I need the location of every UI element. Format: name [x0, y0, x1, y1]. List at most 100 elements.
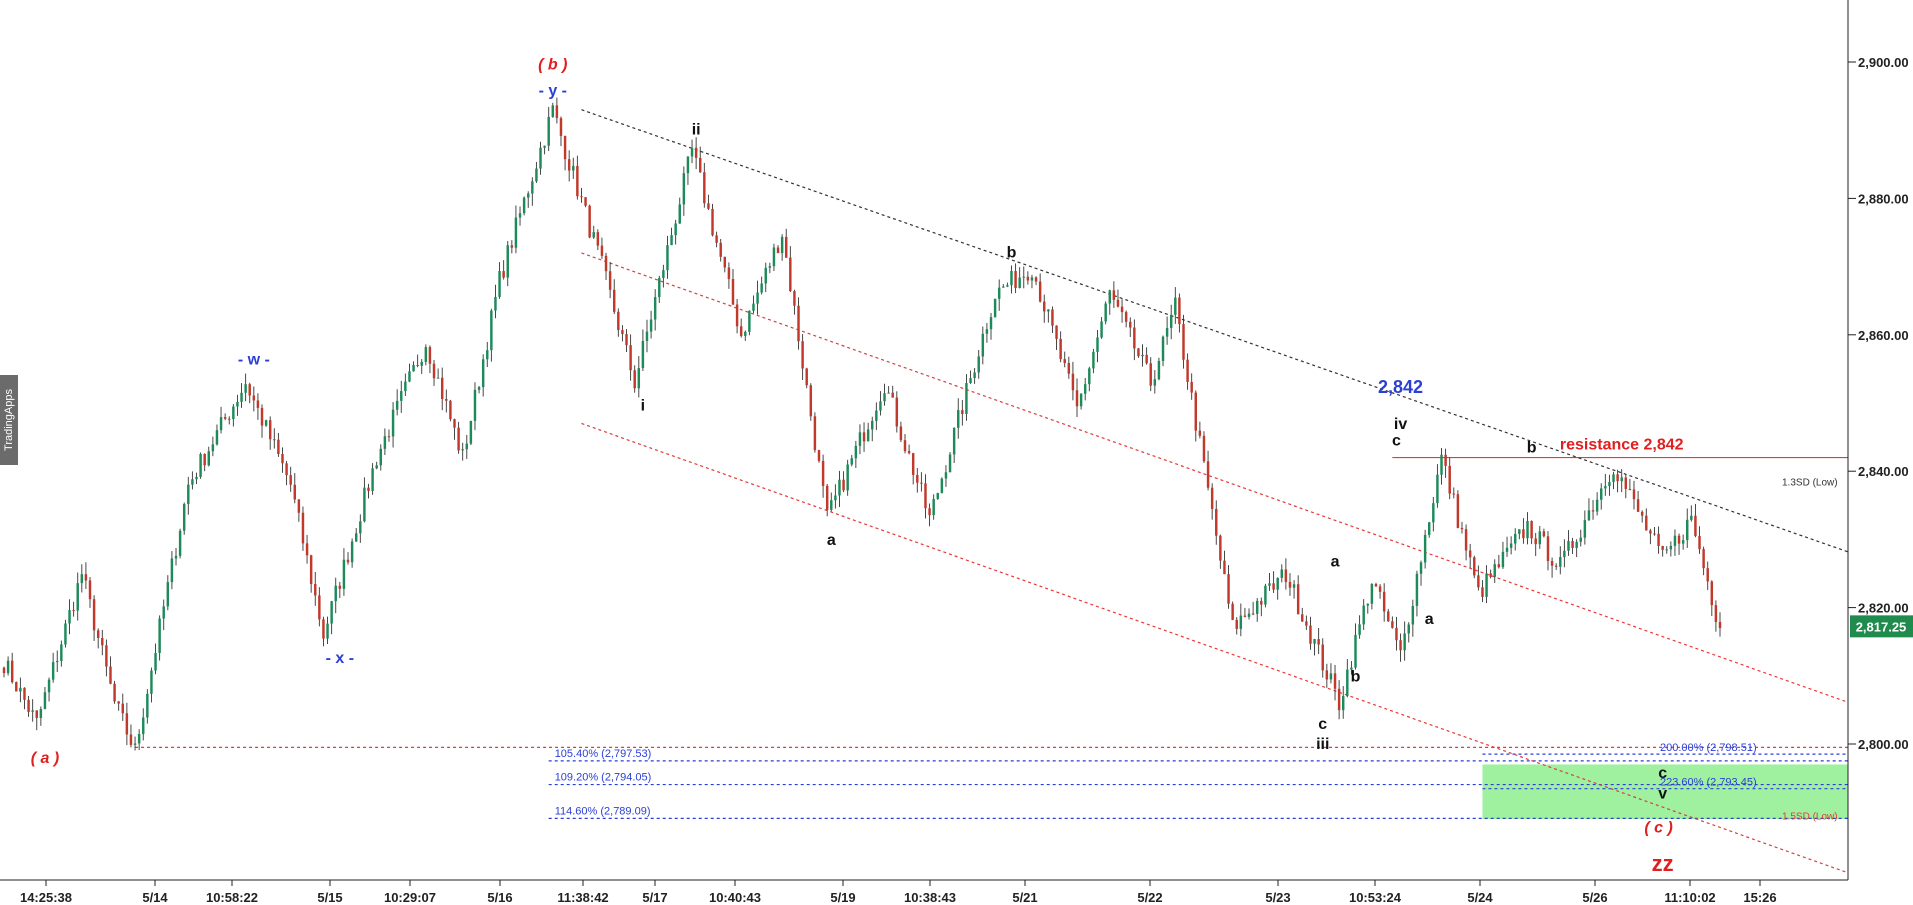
candle-body	[1223, 560, 1226, 575]
candle-body	[1059, 338, 1062, 360]
wave-label: - w -	[238, 352, 270, 369]
candle-body	[453, 419, 456, 428]
candlesticks	[2, 97, 1722, 751]
candle-body	[612, 289, 616, 312]
candle-body	[1632, 489, 1636, 500]
candle-body	[182, 503, 186, 531]
candle-body	[1550, 561, 1554, 566]
candle-body	[952, 427, 956, 455]
candle-body	[432, 363, 436, 379]
candle-body	[1587, 510, 1591, 521]
candle-body	[215, 430, 219, 445]
candle-body	[137, 734, 141, 744]
candle-body	[2, 667, 6, 674]
wave-label: a	[1331, 553, 1340, 570]
candle-body	[1255, 600, 1259, 614]
candle-body	[252, 395, 256, 401]
candle-body	[367, 487, 370, 491]
candle-body	[928, 508, 931, 516]
candle-body	[1444, 454, 1447, 466]
candle-body	[539, 147, 542, 169]
candle-body	[1604, 486, 1607, 489]
candle-body	[1202, 435, 1206, 462]
candle-body	[322, 619, 325, 639]
candle-body	[1427, 522, 1431, 535]
candle-body	[207, 451, 210, 466]
target-zone	[1482, 764, 1848, 820]
candle-body	[1370, 584, 1374, 604]
candle-body	[1194, 392, 1198, 431]
candle-body	[494, 296, 497, 311]
candle-body	[1530, 520, 1533, 539]
level-label: 200.00% (2,798.51)	[1660, 742, 1757, 754]
candle-body	[965, 383, 968, 414]
candle-body	[498, 271, 501, 297]
candle-body	[1595, 499, 1599, 512]
candle-body	[756, 292, 759, 304]
candle-body	[1124, 312, 1128, 322]
x-tick-label: 10:38:43	[904, 890, 956, 905]
wave-label: ii	[692, 122, 701, 139]
candle-body	[735, 304, 739, 327]
candle-body	[723, 256, 727, 268]
candle-body	[842, 479, 845, 491]
candle-body	[1083, 384, 1087, 394]
candle-body	[1579, 537, 1582, 542]
candle-body	[481, 359, 485, 388]
candle-body	[486, 350, 489, 360]
x-tick-label: 5/21	[1012, 890, 1037, 905]
candle-body	[72, 610, 75, 612]
candle-body	[1673, 535, 1677, 546]
candle-body	[334, 585, 337, 602]
level-label: 105.40% (2,797.53)	[555, 748, 652, 760]
current-price-badge	[1850, 615, 1913, 638]
y-tick-label: 2,820.00	[1858, 601, 1909, 616]
candle-body	[1108, 290, 1112, 304]
candle-body	[191, 479, 194, 485]
y-tick-label: 2,800.00	[1858, 737, 1909, 752]
candle-body	[158, 618, 161, 653]
candle-body	[154, 652, 157, 671]
candle-body	[330, 601, 333, 624]
candle-body	[567, 159, 571, 171]
wave-label: resistance 2,842	[1560, 437, 1684, 454]
candle-body	[178, 530, 182, 556]
candle-body	[449, 400, 452, 420]
candle-body	[1636, 499, 1640, 512]
candle-body	[1305, 621, 1308, 626]
candle-body	[424, 347, 428, 362]
candle-body	[596, 232, 600, 246]
candle-body	[1661, 545, 1664, 550]
x-tick-label: 5/17	[642, 890, 667, 905]
candle-body	[15, 682, 18, 692]
x-tick-label: 10:29:07	[384, 890, 436, 905]
candle-body	[1198, 430, 1202, 436]
candle-body	[514, 217, 518, 248]
candle-body	[412, 364, 415, 372]
candle-body	[166, 582, 170, 607]
candle-body	[1665, 549, 1668, 551]
candle-body	[1407, 624, 1410, 634]
candle-body	[1387, 611, 1390, 622]
candle-body	[911, 453, 915, 475]
candle-body	[846, 464, 849, 491]
candle-body	[1026, 276, 1030, 281]
wave-label: a	[1425, 611, 1434, 628]
candle-body	[1358, 624, 1361, 635]
candle-body	[629, 345, 632, 371]
candle-body	[752, 303, 755, 311]
wave-label: c	[1658, 765, 1667, 782]
watermark-tab[interactable]: TradingApps	[0, 375, 18, 465]
candle-body	[277, 439, 280, 454]
candle-body	[785, 236, 788, 258]
candle-body	[969, 378, 972, 384]
candle-body	[1374, 584, 1378, 587]
x-tick-label: 5/24	[1467, 890, 1493, 905]
candle-body	[821, 460, 825, 486]
candle-body	[113, 683, 116, 702]
x-tick-label: 5/14	[142, 890, 168, 905]
y-tick-label: 2,900.00	[1858, 55, 1909, 70]
candle-body	[35, 710, 38, 718]
candle-body	[903, 440, 907, 452]
